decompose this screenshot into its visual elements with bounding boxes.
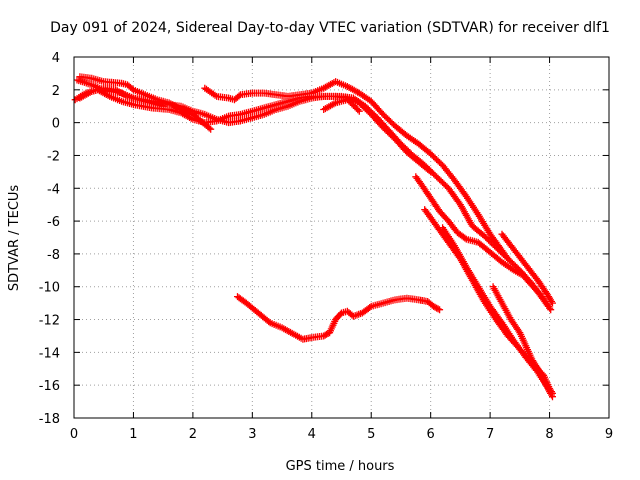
data-points xyxy=(71,73,556,401)
x-tick-label: 1 xyxy=(129,427,137,442)
series-track-4 xyxy=(76,84,167,110)
x-tick-label: 3 xyxy=(248,427,256,442)
marker-trace xyxy=(489,283,556,401)
x-tick-label: 6 xyxy=(427,427,435,442)
series-track-7 xyxy=(412,173,554,312)
y-tick-labels: -18 -16 -14 -12 -10 -8 -6 -4 -2 0 2 4 xyxy=(39,51,60,427)
y-tick-label: -6 xyxy=(47,215,60,230)
y-tick-label: -12 xyxy=(39,314,60,329)
x-tick-labels: 0 1 2 3 4 5 6 7 8 9 xyxy=(70,427,613,442)
marker-trace xyxy=(412,173,554,312)
x-tick-label: 8 xyxy=(545,427,553,442)
x-tick-label: 5 xyxy=(367,427,375,442)
y-tick-label: -2 xyxy=(47,149,60,164)
y-tick-label: 0 xyxy=(52,117,60,132)
y-tick-label: 2 xyxy=(52,84,60,99)
marker-trace xyxy=(71,86,435,176)
x-tick-label: 9 xyxy=(605,427,613,442)
y-tick-label: -16 xyxy=(39,379,60,394)
series-track-5 xyxy=(201,78,512,263)
marker-trace xyxy=(498,230,556,307)
x-tick-label: 0 xyxy=(70,427,78,442)
x-tick-label: 7 xyxy=(486,427,494,442)
marker-trace xyxy=(320,96,363,115)
marker-trace xyxy=(201,78,512,263)
marker-trace xyxy=(73,76,555,314)
y-tick-label: -4 xyxy=(47,182,60,197)
series-track-3 xyxy=(76,73,215,133)
y-tick-label: -8 xyxy=(47,248,60,263)
series-track-6 xyxy=(320,96,363,115)
x-tick-label: 4 xyxy=(308,427,316,442)
series-track-12 xyxy=(234,293,444,343)
chart-title: Day 091 of 2024, Sidereal Day-to-day VTE… xyxy=(50,20,610,36)
y-tick-label: -18 xyxy=(39,412,60,427)
y-tick-label: 4 xyxy=(52,51,60,66)
series-track-2 xyxy=(73,76,555,314)
axis-ticks xyxy=(73,56,610,419)
x-tick-label: 2 xyxy=(189,427,197,442)
y-axis-label: SDTVAR / TECUs xyxy=(7,185,22,292)
x-axis-label: GPS time / hours xyxy=(286,459,395,474)
plot-frame xyxy=(73,56,610,419)
series-track-11 xyxy=(489,283,556,401)
y-tick-label: -14 xyxy=(39,346,60,361)
y-tick-label: -10 xyxy=(39,281,60,296)
series-track-1 xyxy=(71,86,435,176)
marker-trace xyxy=(234,293,444,343)
series-track-8 xyxy=(498,230,556,307)
marker-trace xyxy=(76,73,215,133)
marker-trace xyxy=(76,84,167,110)
